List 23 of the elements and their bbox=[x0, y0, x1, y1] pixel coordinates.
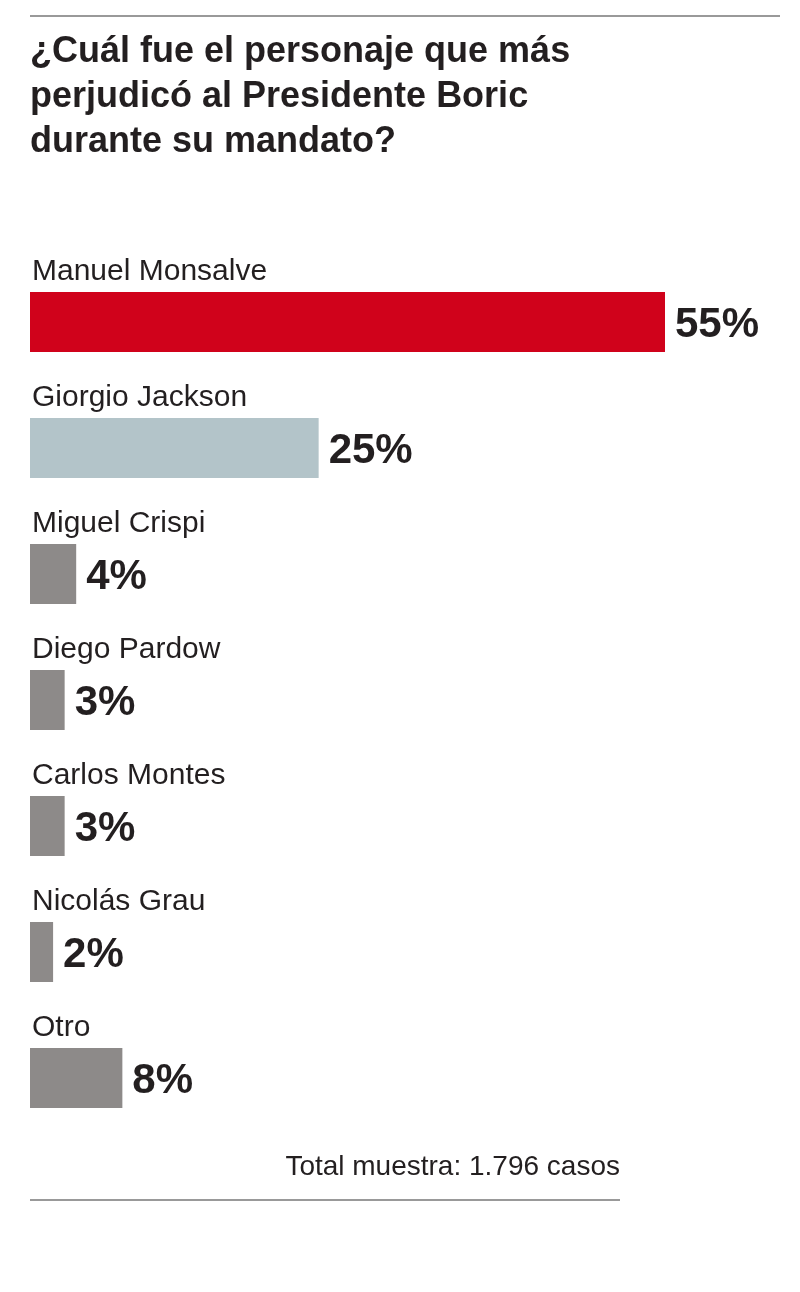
bar bbox=[30, 922, 54, 982]
bar bbox=[30, 1048, 123, 1108]
data-label: 25% bbox=[328, 425, 413, 472]
y-tick-label: Diego Pardow bbox=[32, 631, 221, 664]
data-label: 8% bbox=[132, 1055, 194, 1102]
bar bbox=[30, 796, 65, 856]
bar bbox=[30, 418, 319, 478]
chart-title: ¿Cuál fue el personaje que más perjudicó al Presidente Boric durante su mandato? bbox=[30, 29, 571, 160]
y-tick-label: Manuel Monsalve bbox=[32, 253, 268, 286]
text: Total muestra: 1.796 casos bbox=[285, 1150, 620, 1181]
data-label: 3% bbox=[74, 677, 136, 724]
y-tick-label: Giorgio Jackson bbox=[32, 379, 248, 412]
bar bbox=[30, 292, 665, 352]
bar bbox=[30, 544, 77, 604]
data-label: 55% bbox=[675, 299, 760, 346]
y-tick-label: Miguel Crispi bbox=[32, 505, 206, 538]
y-tick-label: Carlos Montes bbox=[32, 757, 226, 790]
y-tick-label: Nicolás Grau bbox=[32, 883, 206, 916]
data-label: 2% bbox=[63, 929, 124, 976]
data-label: 4% bbox=[86, 551, 147, 598]
y-tick-label: Otro bbox=[32, 1009, 91, 1042]
bar bbox=[30, 670, 65, 730]
data-label: 3% bbox=[74, 803, 136, 850]
